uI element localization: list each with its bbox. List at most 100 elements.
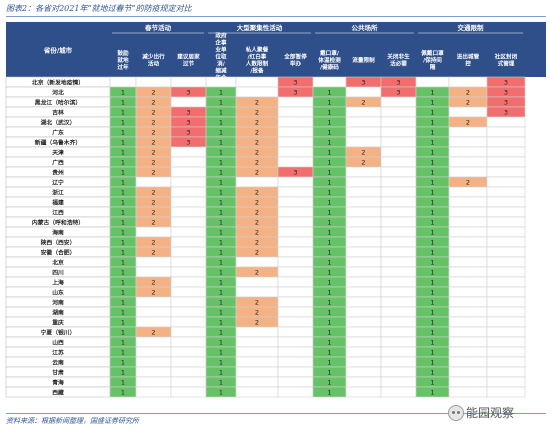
policy-level: 1 [327,309,331,317]
policy-cell [170,366,207,378]
policy-level: 1 [327,199,331,207]
policy-level: 1 [430,389,434,397]
policy-cell [486,116,526,128]
policy-level: 3 [186,119,190,127]
policy-cell [486,236,526,248]
policy-cell [135,366,172,378]
province-name: 北京 [52,259,64,267]
policy-cell [345,366,382,378]
policy-level: 2 [151,119,155,127]
policy-level: 1 [121,379,125,387]
policy-level: 1 [430,279,434,287]
policy-cell [380,106,417,118]
watermark: 能园观察 [446,402,546,424]
policy-level: 3 [396,89,400,97]
policy-cell [448,296,488,308]
policy-cell [448,236,488,248]
policy-level: 2 [255,199,259,207]
policy-level: 1 [430,139,434,147]
policy-level: 2 [255,109,259,117]
policy-cell [380,326,417,338]
policy-level: 1 [430,339,434,347]
policy-level: 2 [255,249,259,257]
policy-level: 1 [121,289,125,297]
policy-level: 2 [151,129,155,137]
policy-cell [380,246,417,258]
policy-cell [448,136,488,148]
policy-level: 1 [219,209,223,217]
policy-level: 1 [430,259,434,267]
policy-level: 1 [430,249,434,257]
policy-level: 1 [327,349,331,357]
policy-level: 2 [255,299,259,307]
policy-level: 1 [219,129,223,137]
policy-cell [277,126,314,138]
policy-cell [205,76,237,88]
policy-level: 2 [466,89,470,97]
policy-cell [486,256,526,268]
policy-cell [170,276,207,288]
policy-cell [448,76,488,88]
policy-level: 1 [121,339,125,347]
policy-cell [345,236,382,248]
province-name: 北京（新发地疫情） [32,79,84,87]
policy-level: 1 [430,189,434,197]
policy-level: 1 [121,329,125,337]
policy-level: 1 [219,189,223,197]
province-name: 福建 [51,199,64,207]
policy-level: 2 [151,169,155,177]
policy-cell [277,116,314,128]
policy-level: 1 [219,319,223,327]
policy-cell [135,346,172,358]
policy-level: 1 [121,199,125,207]
source-divider [6,413,546,414]
policy-cell [380,146,417,158]
policy-cell [277,136,314,148]
policy-cell [277,376,314,388]
policy-cell [380,286,417,298]
policy-level: 1 [121,89,125,97]
policy-cell [170,166,207,178]
policy-level: 1 [219,139,223,147]
policy-cell [170,236,207,248]
policy-cell [448,376,488,388]
policy-cell [486,166,526,178]
policy-level: 2 [255,159,259,167]
policy-cell [380,266,417,278]
policy-cell [170,146,207,158]
policy-level: 1 [219,349,223,357]
policy-level: 1 [327,119,331,127]
policy-cell [277,346,314,358]
policy-cell [486,126,526,138]
policy-level: 1 [219,99,223,107]
policy-cell [345,126,382,138]
policy-level: 2 [361,149,365,157]
policy-cell [277,96,314,108]
policy-level: 1 [121,359,125,367]
province-name: 江西 [52,209,64,217]
policy-cell [135,336,172,348]
policy-cell [135,76,172,88]
policy-level: 1 [219,219,223,227]
policy-cell [235,346,279,358]
column-header: 减少出行活动 [142,53,165,68]
policy-level: 1 [121,149,125,157]
province-name: 重庆 [52,319,64,327]
policy-cell [170,306,207,318]
province-name: 安徽（合肥） [41,249,76,257]
group-header: 交通限制 [458,23,485,32]
policy-level: 1 [121,349,125,357]
column-header: 建议居家过节 [176,53,200,68]
policy-level: 1 [327,89,331,97]
table-header [6,22,546,77]
policy-level: 3 [293,169,297,177]
policy-level: 1 [327,389,331,397]
policy-cell [277,206,314,218]
policy-level: 2 [255,219,259,227]
policy-level: 1 [430,229,434,237]
policy-level: 1 [327,229,331,237]
policy-cell [448,196,488,208]
policy-cell [486,286,526,298]
policy-cell [235,256,279,268]
policy-cell [135,356,172,368]
